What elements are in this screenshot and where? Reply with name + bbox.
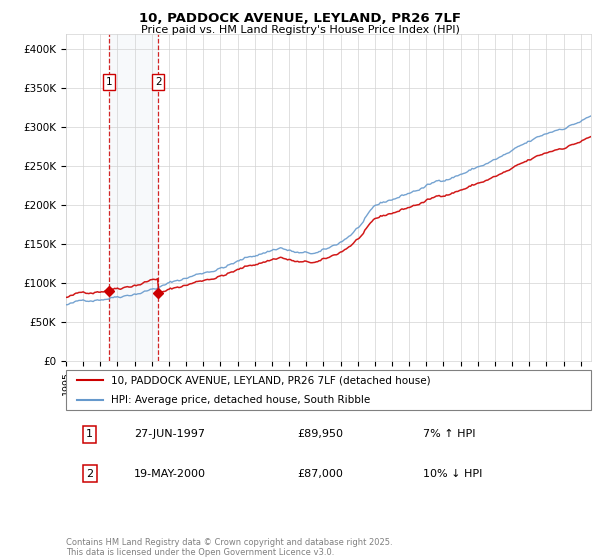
Text: 2: 2 xyxy=(86,469,93,479)
Text: HPI: Average price, detached house, South Ribble: HPI: Average price, detached house, Sout… xyxy=(110,395,370,405)
Text: Contains HM Land Registry data © Crown copyright and database right 2025.
This d: Contains HM Land Registry data © Crown c… xyxy=(66,538,392,557)
Text: 10, PADDOCK AVENUE, LEYLAND, PR26 7LF (detached house): 10, PADDOCK AVENUE, LEYLAND, PR26 7LF (d… xyxy=(110,376,430,385)
Text: 7% ↑ HPI: 7% ↑ HPI xyxy=(423,430,476,440)
Text: 19-MAY-2000: 19-MAY-2000 xyxy=(134,469,206,479)
Text: 27-JUN-1997: 27-JUN-1997 xyxy=(134,430,205,440)
Text: £87,000: £87,000 xyxy=(297,469,343,479)
FancyBboxPatch shape xyxy=(66,370,591,410)
Text: £89,950: £89,950 xyxy=(297,430,343,440)
Bar xyxy=(109,34,158,361)
Text: 10, PADDOCK AVENUE, LEYLAND, PR26 7LF: 10, PADDOCK AVENUE, LEYLAND, PR26 7LF xyxy=(139,12,461,25)
Text: 1: 1 xyxy=(106,77,112,87)
Text: Price paid vs. HM Land Registry's House Price Index (HPI): Price paid vs. HM Land Registry's House … xyxy=(140,25,460,35)
Text: 2: 2 xyxy=(155,77,161,87)
Text: 1: 1 xyxy=(86,430,93,440)
Text: 10% ↓ HPI: 10% ↓ HPI xyxy=(423,469,482,479)
